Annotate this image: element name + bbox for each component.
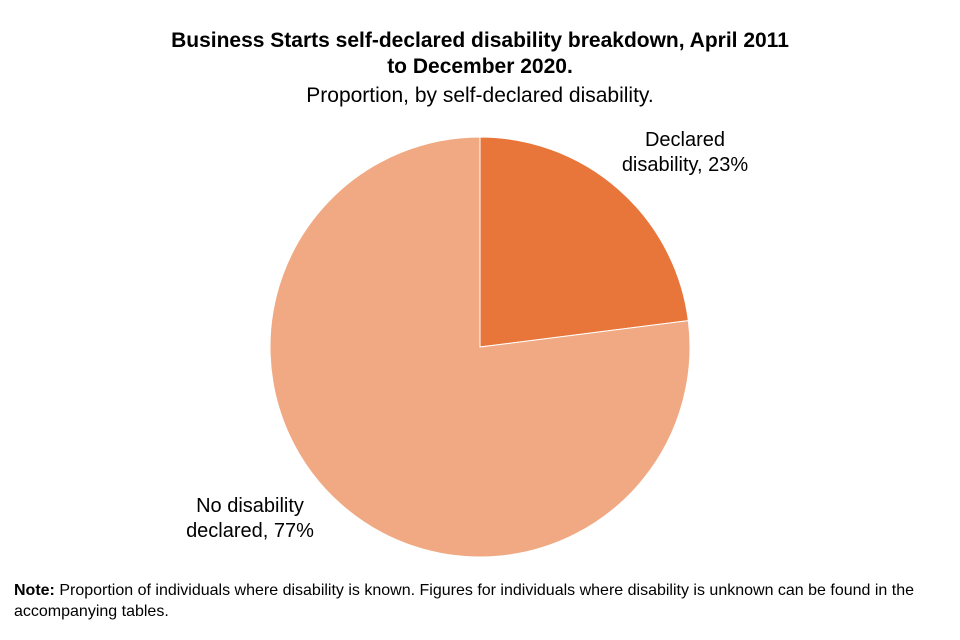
pie-slice-1 <box>269 136 691 558</box>
chart-title: Business Starts self-declared disability… <box>171 29 789 78</box>
chart-subtitle: Proportion, by self-declared disability. <box>306 84 654 107</box>
note: Note: Proportion of individuals where di… <box>14 582 915 620</box>
slice-label-declared: Declared disability, 23% <box>621 129 749 176</box>
pie-slice-0 <box>479 136 689 348</box>
slice-label-no-disability: No disability declared, 77% <box>186 495 314 542</box>
